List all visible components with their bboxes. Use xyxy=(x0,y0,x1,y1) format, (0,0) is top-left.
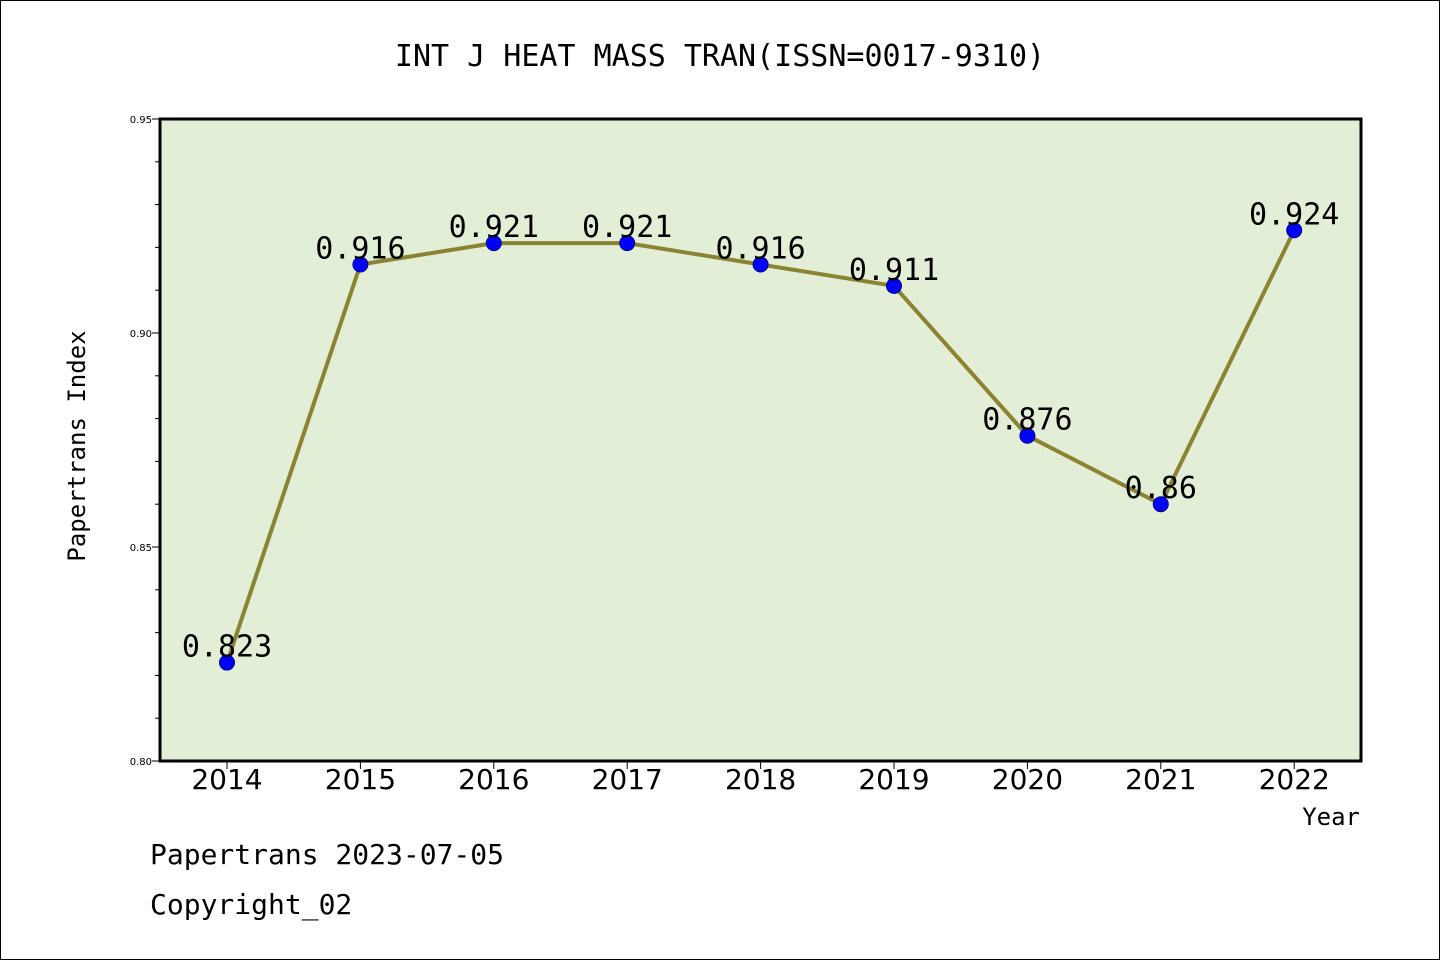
x-axis-label: Year xyxy=(1302,803,1360,831)
data-point xyxy=(1152,496,1169,513)
x-tick-label: 2017 xyxy=(592,763,663,796)
data-label: 0.921 xyxy=(449,210,539,245)
y-tick-label: 0.80 xyxy=(130,757,152,768)
plot-area xyxy=(158,117,1363,763)
y-tick-label: 0.90 xyxy=(130,329,152,340)
data-label: 0.86 xyxy=(1125,471,1197,506)
y-tick-label: 0.85 xyxy=(130,543,152,554)
data-point xyxy=(886,277,902,294)
data-label: 0.823 xyxy=(182,630,272,665)
data-label: 0.911 xyxy=(849,253,939,288)
data-point xyxy=(1286,222,1303,239)
x-tick-label: 2014 xyxy=(191,763,262,796)
y-axis: 0.80 0.85 0.90 0.95 xyxy=(130,115,160,768)
data-label: 0.876 xyxy=(982,403,1072,438)
data-point xyxy=(619,235,636,252)
x-tick-label: 2018 xyxy=(725,763,796,796)
data-label-group: 0.823 0.916 0.921 0.921 0.916 0.911 0.876 0.86 0… xyxy=(182,197,1340,664)
x-axis: 2014 2015 2016 2017 2018 2019 2020 2021 2022 xyxy=(191,761,1330,796)
data-point xyxy=(1019,427,1036,444)
data-label: 0.916 xyxy=(315,232,405,267)
data-label: 0.921 xyxy=(582,210,672,245)
x-tick-label: 2021 xyxy=(1125,763,1196,796)
y-tick-label: 0.95 xyxy=(130,115,152,126)
x-tick-label: 2016 xyxy=(458,763,529,796)
data-point xyxy=(219,654,235,671)
x-tick-label: 2019 xyxy=(858,763,929,796)
footer-copyright: Copyright_02 xyxy=(150,888,352,922)
x-tick-label: 2020 xyxy=(992,763,1063,796)
y-axis-label: Papertrans Index xyxy=(63,330,91,561)
x-tick-label: 2022 xyxy=(1259,763,1330,796)
x-tick-label: 2015 xyxy=(325,763,396,796)
data-label: 0.924 xyxy=(1249,197,1339,232)
data-point xyxy=(752,256,769,273)
chart-title: INT J HEAT MASS TRAN(ISSN=0017-9310) xyxy=(395,39,1045,74)
footer-date: Papertrans 2023-07-05 xyxy=(150,838,504,871)
data-point xyxy=(352,256,369,273)
marker-group xyxy=(219,222,1303,671)
data-label: 0.916 xyxy=(715,232,805,267)
data-point xyxy=(485,235,502,252)
